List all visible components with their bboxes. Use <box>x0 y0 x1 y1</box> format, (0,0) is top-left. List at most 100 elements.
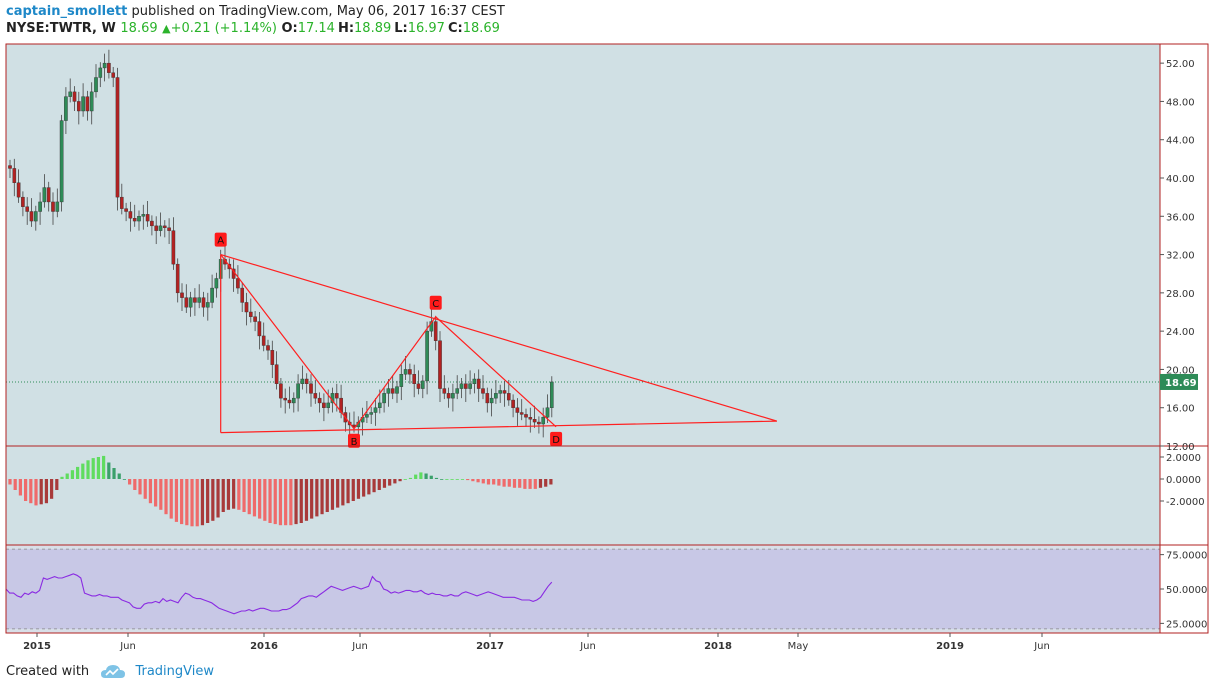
candle-body <box>188 297 193 308</box>
macd-bar <box>512 479 517 488</box>
candle-body <box>266 345 270 351</box>
candle-body <box>94 77 98 93</box>
time-tick-label: May <box>788 641 809 652</box>
macd-bar <box>60 476 64 479</box>
candle-body <box>12 168 17 183</box>
macd-bar <box>419 472 423 479</box>
price-change: +0.21 (+1.14%) <box>170 21 277 36</box>
tradingview-cloud-icon <box>101 665 126 678</box>
candle-body <box>46 187 51 203</box>
published-info: published on TradingView.com, May 06, 20… <box>131 4 505 19</box>
candle-body <box>34 211 38 222</box>
macd-bar <box>252 479 257 517</box>
candle-body <box>21 196 25 207</box>
time-tick-label: 2016 <box>250 641 278 652</box>
macd-bar <box>424 473 428 479</box>
macd-bar <box>497 479 501 486</box>
candle-body <box>524 414 528 418</box>
candle-body <box>8 165 12 169</box>
candle-body <box>494 393 498 399</box>
macd-bar <box>440 479 444 480</box>
candle-body <box>253 316 257 322</box>
candle-body <box>455 388 460 394</box>
created-with-text: Created with <box>6 664 90 679</box>
candle-body <box>468 383 472 389</box>
candle-body <box>279 383 283 399</box>
macd-bar <box>403 479 407 480</box>
high-label: H: <box>337 21 355 36</box>
pattern-point-badge <box>214 232 227 247</box>
macd-bar <box>190 479 194 527</box>
macd-bar <box>528 479 532 489</box>
macd-bar <box>128 479 132 485</box>
low-value: 16.97 <box>407 21 445 36</box>
candle-body <box>55 201 60 212</box>
candle-body <box>137 216 141 222</box>
macd-bar <box>65 473 69 479</box>
symbol-label: NYSE:TWTR, W <box>6 21 116 36</box>
macd-bar <box>408 477 413 479</box>
time-tick-label: 2015 <box>23 641 51 652</box>
candle-body <box>545 407 550 418</box>
macd-bar <box>221 479 225 512</box>
macd-bar <box>549 479 553 485</box>
rsi-tick-label: 75.0000 <box>1166 551 1207 562</box>
macd-bar <box>200 479 205 526</box>
candle-body <box>378 402 382 408</box>
candle-body <box>390 388 395 394</box>
pattern-point-label: A <box>217 236 224 247</box>
macd-bar <box>169 479 173 519</box>
price-tick-label: 24.00 <box>1166 327 1195 338</box>
candle-body <box>197 297 202 303</box>
candle-body <box>98 67 103 78</box>
macd-bar <box>164 479 168 515</box>
macd-bar <box>372 479 376 493</box>
candle-body <box>326 402 331 408</box>
candle-body <box>485 393 490 404</box>
candle-body <box>519 412 524 415</box>
macd-bar <box>268 479 272 523</box>
macd-bar <box>502 479 506 487</box>
price-axis-bg <box>1160 44 1208 655</box>
macd-bar <box>294 479 298 525</box>
candle-body <box>296 383 300 399</box>
macd-bar <box>273 479 277 525</box>
rsi-tick-label: 25.0000 <box>1166 619 1207 630</box>
tradingview-brand-link[interactable]: TradingView <box>135 664 214 679</box>
macd-bar <box>18 479 23 496</box>
candle-body <box>382 393 386 404</box>
macd-tick-label: 2.0000 <box>1166 453 1201 464</box>
candle-body <box>42 187 47 203</box>
candle-body <box>451 393 455 399</box>
last-price-badge-label: 18.69 <box>1165 378 1197 389</box>
candle-body <box>498 390 503 394</box>
macd-bar <box>8 479 12 485</box>
candle-body <box>115 77 120 198</box>
time-tick-label: Jun <box>579 641 596 652</box>
price-tick-label: 40.00 <box>1166 174 1195 185</box>
macd-bar <box>86 460 90 479</box>
macd-bar <box>471 479 475 482</box>
candle-body <box>51 201 55 212</box>
macd-bar <box>226 479 231 510</box>
macd-bar <box>39 479 43 505</box>
candle-body <box>476 378 481 389</box>
rsi-line <box>5 573 553 615</box>
macd-bar <box>434 477 439 479</box>
macd-bar <box>143 479 147 499</box>
macd-bar <box>247 479 251 515</box>
candle-body <box>145 214 150 222</box>
candle-body <box>438 340 442 389</box>
candle-body <box>412 374 417 384</box>
candle-body <box>124 208 128 212</box>
candle-body <box>214 278 219 289</box>
macd-bar <box>258 479 262 519</box>
macd-bar <box>341 479 345 506</box>
candle-body <box>111 72 115 78</box>
author-link[interactable]: captain_smollett <box>6 4 128 19</box>
macd-bar <box>96 457 101 479</box>
candle-body <box>309 383 313 394</box>
pattern-point-label: D <box>552 435 560 446</box>
macd-bar <box>50 479 54 499</box>
